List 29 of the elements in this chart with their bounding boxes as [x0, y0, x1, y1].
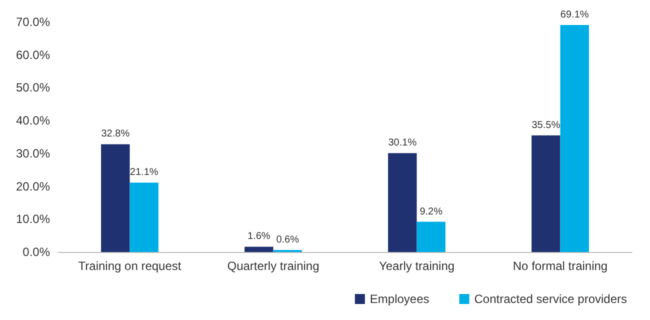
legend-label: Contracted service providers: [474, 292, 628, 306]
x-tick-label: Training on request: [78, 259, 182, 273]
y-tick-label: 40.0%: [16, 114, 50, 128]
bar: [560, 24, 589, 252]
x-tick-label: Quarterly training: [227, 259, 320, 273]
data-label: 69.1%: [560, 9, 589, 20]
legend-label: Employees: [370, 292, 430, 306]
data-label: 9.2%: [420, 206, 443, 218]
y-tick-label: 30.0%: [16, 146, 50, 160]
data-label: 35.5%: [532, 120, 560, 131]
data-label: 32.8%: [101, 128, 130, 140]
x-tick-label: Yearly training: [378, 259, 455, 273]
y-tick-label: 0.0%: [22, 245, 50, 259]
data-label: 21.1%: [130, 167, 158, 178]
y-tick-label: 50.0%: [16, 80, 50, 95]
bar: [244, 246, 274, 252]
x-tick-label: No formal training: [512, 259, 608, 273]
bar: [388, 153, 417, 252]
y-tick-label: 60.0%: [16, 48, 50, 62]
bar: [101, 144, 130, 252]
data-label: 1.6%: [248, 231, 270, 242]
data-label: 30.1%: [388, 138, 417, 149]
y-tick-label: 10.0%: [16, 212, 50, 226]
bar: [532, 135, 560, 252]
data-label: 0.6%: [276, 234, 300, 246]
y-tick-label: 20.0%: [16, 179, 50, 194]
bar: [130, 182, 158, 252]
bar: [416, 222, 446, 252]
y-tick-label: 70.0%: [16, 15, 50, 29]
